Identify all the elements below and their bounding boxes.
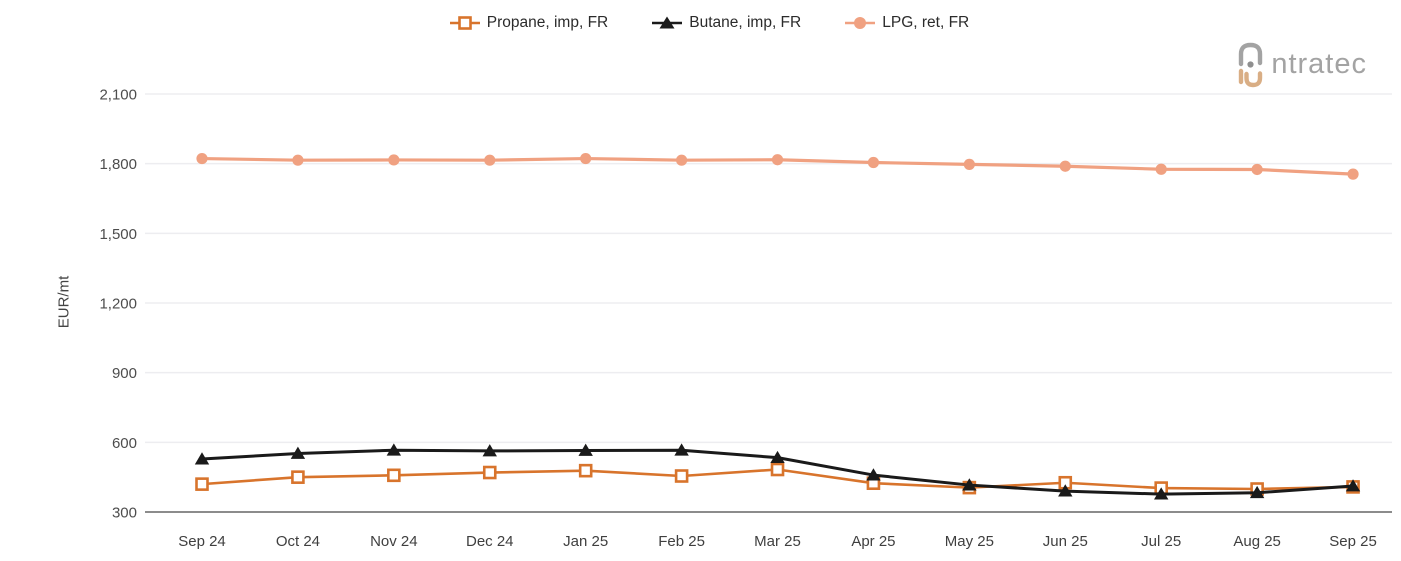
legend-label: Propane, imp, FR — [486, 14, 609, 31]
legend-label: LPG, ret, FR — [882, 14, 970, 31]
marker-lpg-ret-fr-sep-25 — [1347, 168, 1359, 180]
marker-lpg-ret-fr-aug-25 — [1251, 163, 1263, 176]
x-tick-label-aug-25: Aug 25 — [1233, 533, 1281, 550]
y-tick-label-1200: 1,200 — [99, 296, 137, 313]
x-tick-label-jun-25: Jun 25 — [1043, 533, 1088, 550]
y-tick-label-2100: 2,100 — [99, 87, 137, 104]
x-tick-label-sep-24: Sep 24 — [178, 533, 226, 550]
marker-butane-imp-fr-oct-24 — [290, 446, 306, 459]
marker-propane-imp-fr-dec-24 — [482, 465, 497, 480]
y-tick-label-300: 300 — [112, 505, 137, 522]
legend-item-butane-imp-fr[interactable]: Butane, imp, FR — [652, 14, 801, 32]
marker-butane-imp-fr-feb-25 — [674, 443, 689, 456]
x-tick-label-dec-24: Dec 24 — [466, 533, 514, 550]
legend-marker-propane-imp-fr-square-icon — [449, 16, 480, 30]
marker-lpg-ret-fr-jul-25 — [1155, 163, 1167, 175]
intratec-logo-icon — [1239, 42, 1263, 88]
marker-propane-imp-fr-mar-25 — [770, 462, 785, 477]
x-tick-label-jul-25: Jul 25 — [1141, 533, 1181, 550]
marker-lpg-ret-fr-may-25 — [963, 158, 975, 170]
x-tick-label-jan-25: Jan 25 — [563, 533, 608, 550]
marker-butane-imp-fr-jul-25 — [1154, 487, 1169, 500]
chart-legend: Propane, imp, FR Butane, imp, FR LPG, ret,… — [0, 14, 1401, 32]
marker-butane-imp-fr-sep-24 — [194, 452, 210, 465]
marker-butane-imp-fr-jun-25 — [1058, 484, 1073, 497]
marker-butane-imp-fr-sep-25 — [1345, 479, 1361, 492]
x-tick-label-mar-25: Mar 25 — [754, 533, 801, 550]
x-tick-label-apr-25: Apr 25 — [851, 533, 895, 550]
marker-butane-imp-fr-nov-24 — [386, 443, 402, 456]
marker-butane-imp-fr-apr-25 — [866, 468, 881, 481]
marker-butane-imp-fr-mar-25 — [770, 450, 785, 464]
x-tick-label-may-25: May 25 — [945, 533, 994, 550]
marker-propane-imp-fr-jan-25 — [578, 463, 593, 478]
marker-lpg-ret-fr-apr-25 — [867, 156, 880, 169]
marker-lpg-ret-fr-feb-25 — [676, 154, 688, 166]
y-tick-label-1500: 1,500 — [99, 226, 137, 243]
marker-propane-imp-fr-sep-24 — [195, 477, 209, 491]
marker-lpg-ret-fr-oct-24 — [292, 154, 304, 166]
y-tick-label-1800: 1,800 — [99, 156, 137, 173]
legend-marker-lpg-ret-fr-circle-icon — [845, 17, 876, 29]
x-tick-label-nov-24: Nov 24 — [370, 533, 418, 550]
marker-propane-imp-fr-oct-24 — [291, 470, 305, 484]
marker-lpg-ret-fr-nov-24 — [388, 154, 400, 166]
marker-butane-imp-fr-aug-25 — [1249, 485, 1265, 499]
marker-propane-imp-fr-feb-25 — [674, 469, 689, 483]
y-tick-label-600: 600 — [112, 435, 137, 452]
legend-item-lpg-ret-fr[interactable]: LPG, ret, FR — [845, 14, 969, 32]
legend-marker-butane-imp-fr-triangle-icon — [652, 16, 683, 29]
legend-label: Butane, imp, FR — [689, 14, 802, 31]
y-axis-title: EUR/mt — [55, 275, 73, 329]
x-tick-label-feb-25: Feb 25 — [658, 533, 705, 550]
marker-butane-imp-fr-may-25 — [962, 478, 977, 491]
marker-butane-imp-fr-jan-25 — [578, 443, 593, 456]
marker-lpg-ret-fr-jun-25 — [1059, 160, 1071, 172]
marker-propane-imp-fr-nov-24 — [387, 468, 401, 483]
x-tick-label-oct-24: Oct 24 — [276, 533, 320, 550]
legend-item-propane-imp-fr[interactable]: Propane, imp, FR — [449, 14, 609, 32]
marker-lpg-ret-fr-jan-25 — [580, 152, 592, 165]
marker-lpg-ret-fr-mar-25 — [771, 154, 784, 166]
intratec-logo-text: ntratec — [1271, 47, 1367, 80]
marker-lpg-ret-fr-dec-24 — [484, 154, 496, 166]
y-tick-label-900: 900 — [112, 365, 137, 382]
marker-butane-imp-fr-dec-24 — [482, 444, 497, 457]
x-tick-label-sep-25: Sep 25 — [1329, 533, 1377, 550]
intratec-logo: ntratec — [1235, 38, 1367, 90]
marker-lpg-ret-fr-sep-24 — [196, 152, 208, 165]
